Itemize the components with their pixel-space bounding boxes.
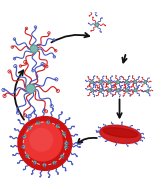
Circle shape xyxy=(108,81,111,84)
Circle shape xyxy=(23,122,62,161)
Circle shape xyxy=(60,155,64,158)
Circle shape xyxy=(53,161,56,164)
Circle shape xyxy=(95,23,99,26)
Circle shape xyxy=(134,89,137,92)
Circle shape xyxy=(125,81,128,84)
Circle shape xyxy=(91,6,95,10)
Circle shape xyxy=(108,89,111,92)
Circle shape xyxy=(30,45,38,53)
Circle shape xyxy=(144,81,147,83)
Circle shape xyxy=(117,81,120,84)
Circle shape xyxy=(30,129,52,151)
Circle shape xyxy=(56,124,59,128)
Circle shape xyxy=(91,89,94,92)
Circle shape xyxy=(22,145,25,148)
Circle shape xyxy=(47,121,50,124)
Circle shape xyxy=(43,163,46,167)
Circle shape xyxy=(117,89,120,92)
Ellipse shape xyxy=(100,125,141,143)
Circle shape xyxy=(125,89,128,92)
Circle shape xyxy=(37,121,40,125)
Ellipse shape xyxy=(103,128,138,138)
Circle shape xyxy=(18,117,72,170)
Circle shape xyxy=(65,142,68,145)
Circle shape xyxy=(134,81,137,84)
Circle shape xyxy=(23,135,26,138)
Circle shape xyxy=(146,90,149,92)
Circle shape xyxy=(64,146,68,149)
Circle shape xyxy=(91,81,94,84)
Circle shape xyxy=(62,132,66,135)
Circle shape xyxy=(26,154,29,158)
Circle shape xyxy=(28,126,31,130)
Circle shape xyxy=(99,89,102,92)
Circle shape xyxy=(99,81,102,84)
Circle shape xyxy=(33,161,37,164)
Circle shape xyxy=(26,84,35,93)
